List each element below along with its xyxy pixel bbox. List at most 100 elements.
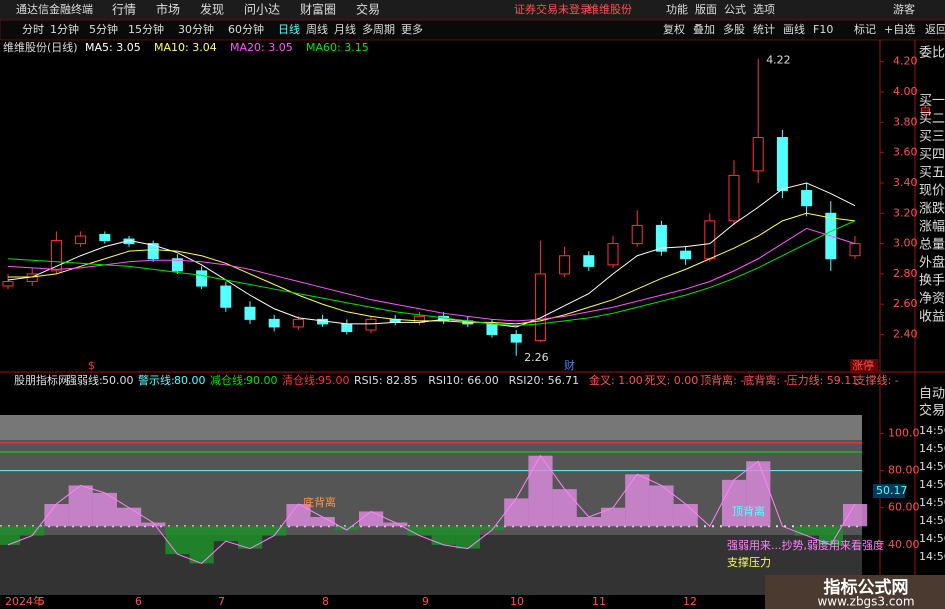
period-tab[interactable]: 周线 <box>306 22 328 36</box>
indicator-value: 95.00 <box>318 374 350 387</box>
ma-line <box>8 212 856 325</box>
time-label: 14:56 <box>919 496 945 509</box>
period-tab[interactable]: 分时 <box>22 23 44 36</box>
side-label: 外盘 <box>919 255 945 271</box>
y-tick-label: 2.40 <box>893 328 918 341</box>
side-label: 换手 <box>919 274 945 289</box>
y-tick-label: 3.40 <box>893 176 918 189</box>
indicator-bar <box>601 507 626 527</box>
y-tick-label: 100.0 <box>888 426 920 439</box>
tool-button[interactable]: 标记 <box>854 22 876 36</box>
period-tab[interactable]: 更多 <box>401 22 423 36</box>
menu-item[interactable]: 选项 <box>753 3 775 16</box>
indicator-bar <box>238 526 263 549</box>
legend-entry: MA5: 3.05 <box>85 41 141 54</box>
tool-button[interactable]: 多股 <box>723 22 745 36</box>
period-tab[interactable]: 60分钟 <box>228 22 264 36</box>
login-status: 证券交易未登录 <box>514 2 591 16</box>
time-label: 14:56 <box>919 550 945 563</box>
tool-button[interactable]: 返回 <box>925 23 945 36</box>
value-box <box>873 484 905 498</box>
side-label: 买一 <box>919 94 945 109</box>
indicator-stat: 支撑线: - <box>855 373 899 387</box>
y-tick-label: 2.80 <box>893 267 918 280</box>
watermark-url: www.zbgs3.com <box>817 595 914 609</box>
indicator-bar <box>310 517 335 527</box>
y-tick-label: 2.60 <box>893 297 918 310</box>
indicator-stat: RSI10: 66.00 <box>428 374 499 387</box>
indicator-bar <box>625 474 650 527</box>
indicator-item: 清仓线: <box>282 373 319 387</box>
menu-item[interactable]: 公式 <box>724 3 746 16</box>
watermark-box <box>765 575 945 609</box>
annotation: 底背离 <box>303 495 336 509</box>
menu-item[interactable]: 发现 <box>200 2 224 17</box>
menu-item[interactable]: 市场 <box>156 2 180 17</box>
candle-body <box>220 285 232 308</box>
indicator-bar <box>818 526 843 545</box>
indicator-bar <box>0 526 21 545</box>
candle-body <box>631 224 643 245</box>
tool-button[interactable]: 统计 <box>753 23 775 36</box>
y-tick-label: 80.00 <box>888 464 920 477</box>
side-label: 买四 <box>919 148 945 163</box>
y-tick-label: 3.60 <box>893 146 918 159</box>
period-tab[interactable]: 15分钟 <box>128 22 164 36</box>
x-tick-label: 8 <box>322 595 329 608</box>
tool-button[interactable]: 叠加 <box>693 23 715 36</box>
toolbar <box>0 19 945 41</box>
indicator-bar <box>843 504 868 527</box>
candle-body <box>292 318 304 328</box>
menu-item[interactable]: 财富圈 <box>300 2 336 17</box>
indicator-stat: RSI20: 56.71 <box>509 374 580 387</box>
indicator-stat: 顶背离: - <box>700 373 744 387</box>
indicator-bar <box>262 526 287 536</box>
candle-body <box>341 323 353 333</box>
user: 游客 <box>893 2 915 16</box>
indicator-bar <box>794 526 819 536</box>
candle-body <box>776 137 788 192</box>
candle-body <box>583 255 595 267</box>
indicator-bar <box>673 504 698 527</box>
candle-body <box>680 250 692 260</box>
y-tick-label: 60.00 <box>888 501 920 514</box>
y-tick-label: 40.00 <box>888 538 920 551</box>
period-tab[interactable]: 1分钟 <box>50 22 79 36</box>
menu-item[interactable]: 行情 <box>112 3 136 17</box>
time-label: 14:56 <box>919 532 945 545</box>
side-label: 买三 <box>919 130 945 145</box>
tool-button[interactable]: 复权 <box>663 22 685 36</box>
x-tick-label: 10 <box>510 595 524 608</box>
legend-entry: MA10: 3.04 <box>154 41 217 54</box>
tool-button[interactable]: +自选 <box>884 23 915 36</box>
menu-item[interactable]: 版面 <box>695 2 717 16</box>
menu-item[interactable]: 交易 <box>356 2 380 17</box>
time-label: 14:56 <box>919 460 945 473</box>
indicator-bar <box>44 504 69 527</box>
time-label: 14:56 <box>919 478 945 491</box>
period-tab[interactable]: 30分钟 <box>178 22 214 36</box>
period-tab[interactable]: 日线 <box>278 22 300 36</box>
indicator-bar <box>552 489 577 527</box>
indicator-bar <box>455 526 480 549</box>
menu-item[interactable]: 功能 <box>666 2 688 16</box>
period-tab[interactable]: 5分钟 <box>89 22 118 36</box>
side-label: 总量 <box>919 238 945 253</box>
panel-band <box>0 415 862 440</box>
indicator-line <box>7 454 856 565</box>
side-label: 净资 <box>919 292 945 307</box>
side-label: 买五 <box>919 166 945 181</box>
ma-line <box>7 227 856 322</box>
tool-button[interactable]: 画线 <box>783 22 805 36</box>
side-label: 交易 <box>919 403 945 419</box>
tool-button[interactable]: F10 <box>813 23 833 36</box>
side-label: 涨幅 <box>919 220 945 235</box>
candle-body <box>607 243 619 266</box>
side-label: 现价 <box>919 184 945 199</box>
indicator-bar <box>20 526 45 536</box>
menu-item[interactable]: 问小达 <box>244 3 280 17</box>
period-tab[interactable]: 多周期 <box>362 22 395 36</box>
high-label: 4.22 <box>766 54 791 67</box>
period-tab[interactable]: 月线 <box>334 22 356 36</box>
